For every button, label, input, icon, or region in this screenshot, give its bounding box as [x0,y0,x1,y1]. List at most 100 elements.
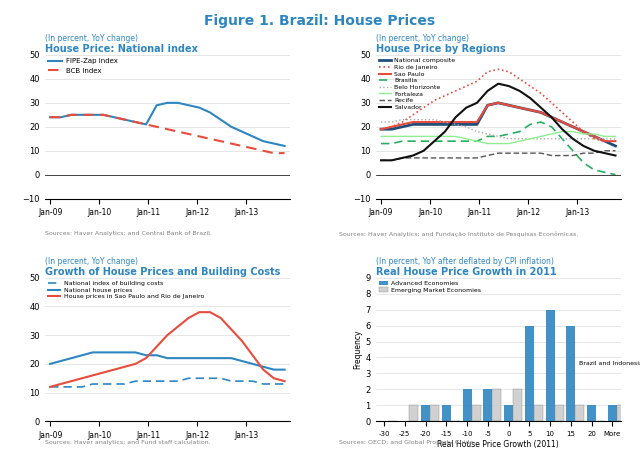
Recife [388,158,396,163]
Fortaleza [580,131,588,137]
BCB index [227,141,235,146]
FIPE-Zap index [227,124,235,130]
Legend: National index of building costs, National house prices, House prices in Sao Pau: National index of building costs, Nation… [48,281,204,300]
National composite [537,109,545,115]
Y-axis label: Frequency: Frequency [354,330,363,369]
Belo Horizonte [495,134,502,139]
House prices in Sao Paulo and Rio de Janeiro [100,370,108,375]
National house prices [132,349,140,355]
National composite [516,105,524,110]
Belo Horizonte [452,122,460,127]
Salvador [601,150,609,156]
House prices in Sao Paulo and Rio de Janeiro [78,376,86,381]
Salvador [495,81,502,87]
House prices in Sao Paulo and Rio de Janeiro [163,333,171,338]
Text: Sources: OECD; and Global Property Guide.: Sources: OECD; and Global Property Guide… [339,440,476,445]
Fortaleza [590,131,598,137]
Rio de Janeiro [484,69,492,75]
Brasilia [548,124,556,130]
National composite [441,122,449,127]
Recife [590,150,598,156]
National index of building costs [89,381,97,387]
Belo Horizonte [388,119,396,125]
FIPE-Zap index [174,100,182,106]
National composite [580,129,588,134]
Rio de Janeiro [377,126,385,132]
Salvador [452,114,460,120]
Text: Brazil and Indonesia: Brazil and Indonesia [579,361,640,366]
Salvador [399,155,406,161]
Fortaleza [526,136,534,142]
Bar [430,405,439,421]
Bar [617,405,626,421]
Bar [566,326,575,421]
Salvador [463,105,470,110]
Sao Paulo [473,119,481,125]
Belo Horizonte [526,136,534,142]
Bar [483,389,492,421]
National composite [548,114,556,120]
House prices in Sao Paulo and Rio de Janeiro [238,338,246,344]
BCB index [142,122,150,127]
BCB index [121,117,129,122]
National house prices [238,358,246,364]
National house prices [259,364,267,370]
National house prices [153,353,161,358]
Fortaleza [548,131,556,137]
National house prices [249,361,257,367]
National index of building costs [174,378,182,384]
House prices in Sao Paulo and Rio de Janeiro [195,310,203,315]
Text: House Price by Regions: House Price by Regions [376,44,506,54]
Recife [580,150,588,156]
House prices in Sao Paulo and Rio de Janeiro [174,324,182,329]
FIPE-Zap index [132,119,140,125]
National composite [399,124,406,130]
Belo Horizonte [473,129,481,134]
National composite [420,122,428,127]
Fortaleza [505,141,513,146]
House prices in Sao Paulo and Rio de Janeiro [68,378,76,384]
Line: Salvador: Salvador [381,84,616,160]
National house prices [217,355,225,361]
BCB index [163,126,171,132]
Recife [452,155,460,161]
Belo Horizonte [399,117,406,122]
National composite [505,103,513,108]
Brasilia [590,167,598,173]
Sao Paulo [495,100,502,106]
Recife [399,155,406,161]
Recife [495,150,502,156]
House prices in Sao Paulo and Rio de Janeiro [281,378,289,384]
Brasilia [558,136,566,142]
Brasilia [537,119,545,125]
Bar [546,310,555,421]
FIPE-Zap index [206,109,214,115]
Brasilia [526,122,534,127]
Recife [377,158,385,163]
Rio de Janeiro [409,112,417,118]
Brasilia [612,172,620,177]
Brasilia [580,160,588,165]
National composite [431,122,438,127]
FIPE-Zap index [121,117,129,122]
Recife [569,153,577,158]
Text: Sources: Haver Analytics; and Fundação Instituto de Pesquisas Econômicas.: Sources: Haver Analytics; and Fundação I… [339,231,579,237]
FIPE-Zap index [57,114,65,120]
Sao Paulo [526,107,534,113]
National composite [377,126,385,132]
Salvador [590,148,598,153]
Belo Horizonte [431,117,438,122]
National house prices [174,355,182,361]
Salvador [526,95,534,101]
National index of building costs [259,381,267,387]
Brasilia [484,134,492,139]
FIPE-Zap index [185,103,193,108]
Brasilia [452,138,460,144]
BCB index [174,129,182,134]
National index of building costs [195,376,203,381]
Text: Real House Price Growth in 2011: Real House Price Growth in 2011 [376,267,556,277]
Text: Sources: Haver Analytics; and Central Bank of Brazil.: Sources: Haver Analytics; and Central Ba… [45,231,212,236]
National index of building costs [227,378,235,384]
Sao Paulo [463,119,470,125]
Brasilia [388,141,396,146]
